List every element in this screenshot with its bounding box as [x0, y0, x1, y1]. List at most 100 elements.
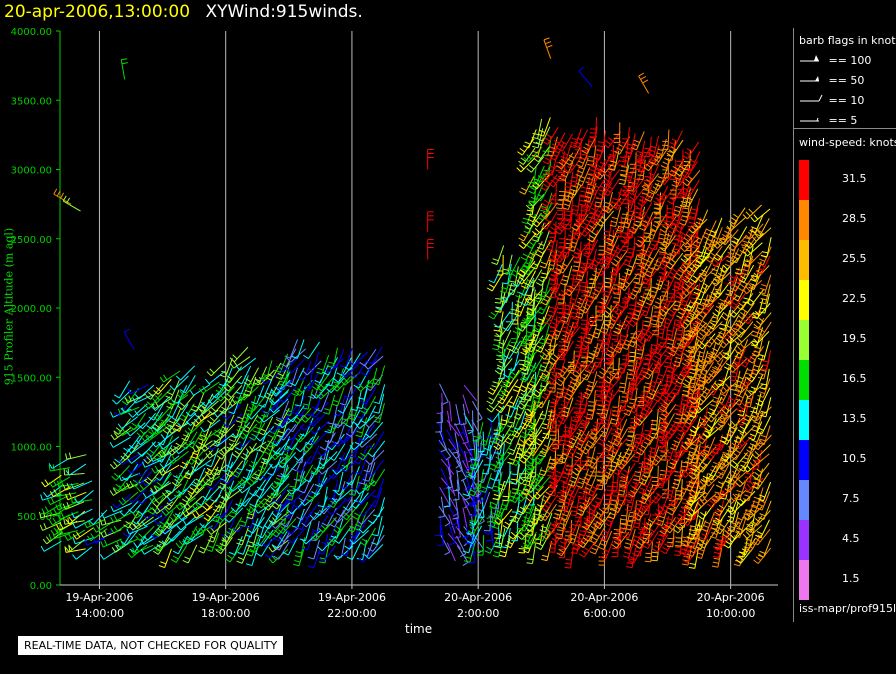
wind-barb [192, 506, 213, 519]
wind-barb [200, 419, 221, 433]
wind-barb [314, 364, 329, 384]
speed-swatch [799, 360, 809, 400]
speed-swatch [799, 400, 809, 440]
x-tick-label: 2:00:00 [457, 607, 499, 620]
wind-barb [167, 526, 187, 542]
wind-barb [175, 535, 196, 549]
wind-barb [221, 488, 243, 502]
wind-barb [223, 385, 243, 401]
wind-barb [327, 479, 339, 500]
wind-barb [337, 395, 353, 414]
wind-barb [123, 328, 135, 350]
wind-barb [174, 479, 189, 499]
wind-barb [257, 454, 273, 473]
wind-barb [72, 536, 95, 545]
wind-barb [273, 466, 290, 485]
wind-barb [736, 490, 756, 507]
wind-barb [635, 140, 646, 161]
wind-barb [245, 452, 259, 472]
wind-barb [350, 520, 367, 539]
wind-barb [276, 457, 289, 478]
speed-label: 19.5 [842, 332, 867, 345]
wind-barb [169, 375, 189, 391]
wind-barb [297, 464, 314, 483]
y-tick-label: 4000.00 [11, 27, 52, 38]
wind-barb [256, 529, 274, 547]
wind-barb [285, 367, 299, 388]
wind-barb [154, 463, 172, 481]
wind-barb [206, 532, 220, 552]
wind-barb [753, 547, 772, 564]
wind-barb [295, 455, 312, 473]
wind-barb [134, 384, 155, 400]
y-tick-label: 1500.00 [11, 373, 52, 384]
wind-barb [65, 463, 87, 476]
wind-barb [307, 351, 320, 372]
wind-barb [126, 459, 147, 474]
wind-barb [142, 505, 163, 520]
wind-barb [449, 401, 452, 422]
wind-barb [280, 461, 299, 478]
wind-barb [610, 188, 622, 209]
wind-barb [62, 195, 81, 212]
speed-label: 16.5 [842, 372, 867, 385]
wind-barb [121, 529, 139, 546]
wind-barb [152, 501, 174, 514]
wind-barb [243, 376, 257, 397]
wind-barb [618, 146, 629, 167]
wind-barb [154, 520, 174, 536]
wind-barb [57, 480, 79, 488]
wind-barb [41, 503, 63, 515]
wind-barb [273, 541, 290, 560]
wind-barb [258, 435, 275, 453]
wind-barb [753, 434, 772, 451]
wind-barb [282, 537, 298, 556]
wind-barb [303, 341, 320, 360]
wind-barb [123, 435, 141, 452]
wind-barb [293, 546, 305, 567]
wind-barb [354, 455, 368, 475]
wind-barb [177, 478, 196, 495]
y-tick-label: 2500.00 [11, 235, 52, 246]
wind-barb [215, 536, 233, 554]
wind-barb [201, 391, 220, 407]
wind-barb [296, 502, 313, 521]
wind-barb [494, 283, 504, 304]
wind-barb [350, 492, 369, 509]
wind-barb [119, 501, 139, 517]
wind-barb [150, 482, 172, 494]
wind-barb [168, 450, 189, 464]
barb-legend-item: == 10 [799, 92, 864, 107]
x-tick-label: 22:00:00 [327, 607, 376, 620]
wind-barb [277, 452, 296, 468]
wind-barb [434, 515, 442, 537]
wind-barb [272, 438, 291, 455]
wind-barb [258, 379, 273, 398]
speed-swatch [799, 200, 809, 240]
wind-barb [242, 414, 259, 433]
wind-barb [62, 482, 85, 491]
wind-barb [265, 362, 282, 381]
wind-barb [288, 471, 299, 492]
wind-barb [360, 358, 378, 377]
x-tick-label: 19-Apr-2006 [192, 591, 260, 604]
wind-barb [132, 394, 154, 404]
barb-10-icon [800, 94, 823, 102]
wind-barb [143, 524, 162, 541]
wind-barb [239, 386, 259, 401]
wind-barb [162, 483, 182, 498]
wind-barb [278, 386, 297, 403]
wind-barb [302, 389, 313, 410]
wind-barb [229, 356, 251, 369]
wind-barb [286, 357, 306, 374]
wind-barb [661, 129, 670, 151]
wind-barb [40, 540, 62, 552]
wind-barb [176, 384, 197, 399]
wind-barb [565, 486, 580, 506]
wind-barb [228, 394, 242, 415]
wind-barb [295, 426, 314, 443]
y-tick-label: 2000.00 [11, 304, 52, 315]
wind-barb [176, 516, 197, 531]
wind-barb [518, 147, 536, 165]
wind-barb [253, 366, 268, 386]
